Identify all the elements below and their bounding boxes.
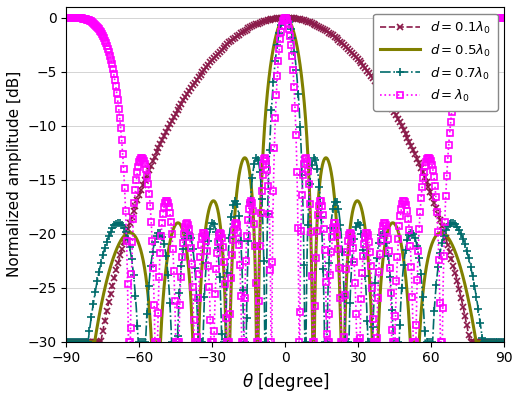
$d = 0.7\lambda_0$ (342, 310, 348, 315)
$d = 0.1\lambda_0$ (501, 339, 508, 344)
$d = 0.1\lambda_0$ (282, 15, 289, 20)
$d = \lambda_0$ (125, 339, 132, 344)
Line: $d = 0.7\lambda_0$: $d = 0.7\lambda_0$ (62, 14, 509, 346)
$d = 0.5\lambda_0$ (222, 296, 228, 301)
$d = 0.5\lambda_0$ (63, 339, 70, 344)
$d = \lambda_0$ (388, 307, 394, 312)
$d = \lambda_0$ (501, 15, 508, 20)
$d = \lambda_0$ (63, 15, 70, 20)
Line: $d = 0.1\lambda_0$: $d = 0.1\lambda_0$ (63, 14, 508, 345)
$d = \lambda_0$ (322, 279, 329, 284)
$d = 0.1\lambda_0$ (388, 104, 394, 109)
X-axis label: $\theta$ [degree]: $\theta$ [degree] (241, 371, 329, 393)
$d = 0.1\lambda_0$ (322, 28, 329, 33)
$d = 0.1\lambda_0$ (63, 339, 70, 344)
Y-axis label: Normalized amplitude [dB]: Normalized amplitude [dB] (7, 71, 22, 278)
$d = 0.7\lambda_0$ (411, 234, 418, 239)
$d = 0.7\lambda_0$ (282, 15, 289, 20)
$d = 0.5\lambda_0$ (282, 15, 289, 20)
Legend: $d = 0.1\lambda_0$, $d = 0.5\lambda_0$, $d = 0.7\lambda_0$, $d = \lambda_0$: $d = 0.1\lambda_0$, $d = 0.5\lambda_0$, … (373, 14, 498, 111)
$d = \lambda_0$ (85, 18, 92, 22)
$d = 0.1\lambda_0$ (342, 43, 348, 48)
$d = 0.5\lambda_0$ (501, 339, 508, 344)
$d = 0.7\lambda_0$ (85, 336, 92, 341)
$d = 0.5\lambda_0$ (322, 156, 329, 160)
$d = 0.7\lambda_0$ (322, 339, 329, 344)
$d = \lambda_0$ (411, 339, 418, 344)
$d = 0.1\lambda_0$ (85, 339, 92, 344)
Line: $d = 0.5\lambda_0$: $d = 0.5\lambda_0$ (67, 18, 504, 342)
$d = 0.5\lambda_0$ (388, 221, 394, 226)
$d = \lambda_0$ (222, 280, 228, 285)
Line: $d = \lambda_0$: $d = \lambda_0$ (63, 14, 508, 345)
$d = 0.5\lambda_0$ (85, 339, 92, 344)
$d = \lambda_0$ (342, 316, 348, 320)
$d = 0.7\lambda_0$ (501, 339, 508, 344)
$d = 0.5\lambda_0$ (411, 339, 418, 344)
$d = 0.1\lambda_0$ (411, 150, 418, 155)
$d = 0.7\lambda_0$ (63, 339, 70, 344)
$d = 0.7\lambda_0$ (388, 288, 394, 292)
$d = 0.1\lambda_0$ (222, 44, 228, 49)
$d = 0.5\lambda_0$ (342, 335, 348, 340)
$d = 0.7\lambda_0$ (222, 339, 228, 344)
